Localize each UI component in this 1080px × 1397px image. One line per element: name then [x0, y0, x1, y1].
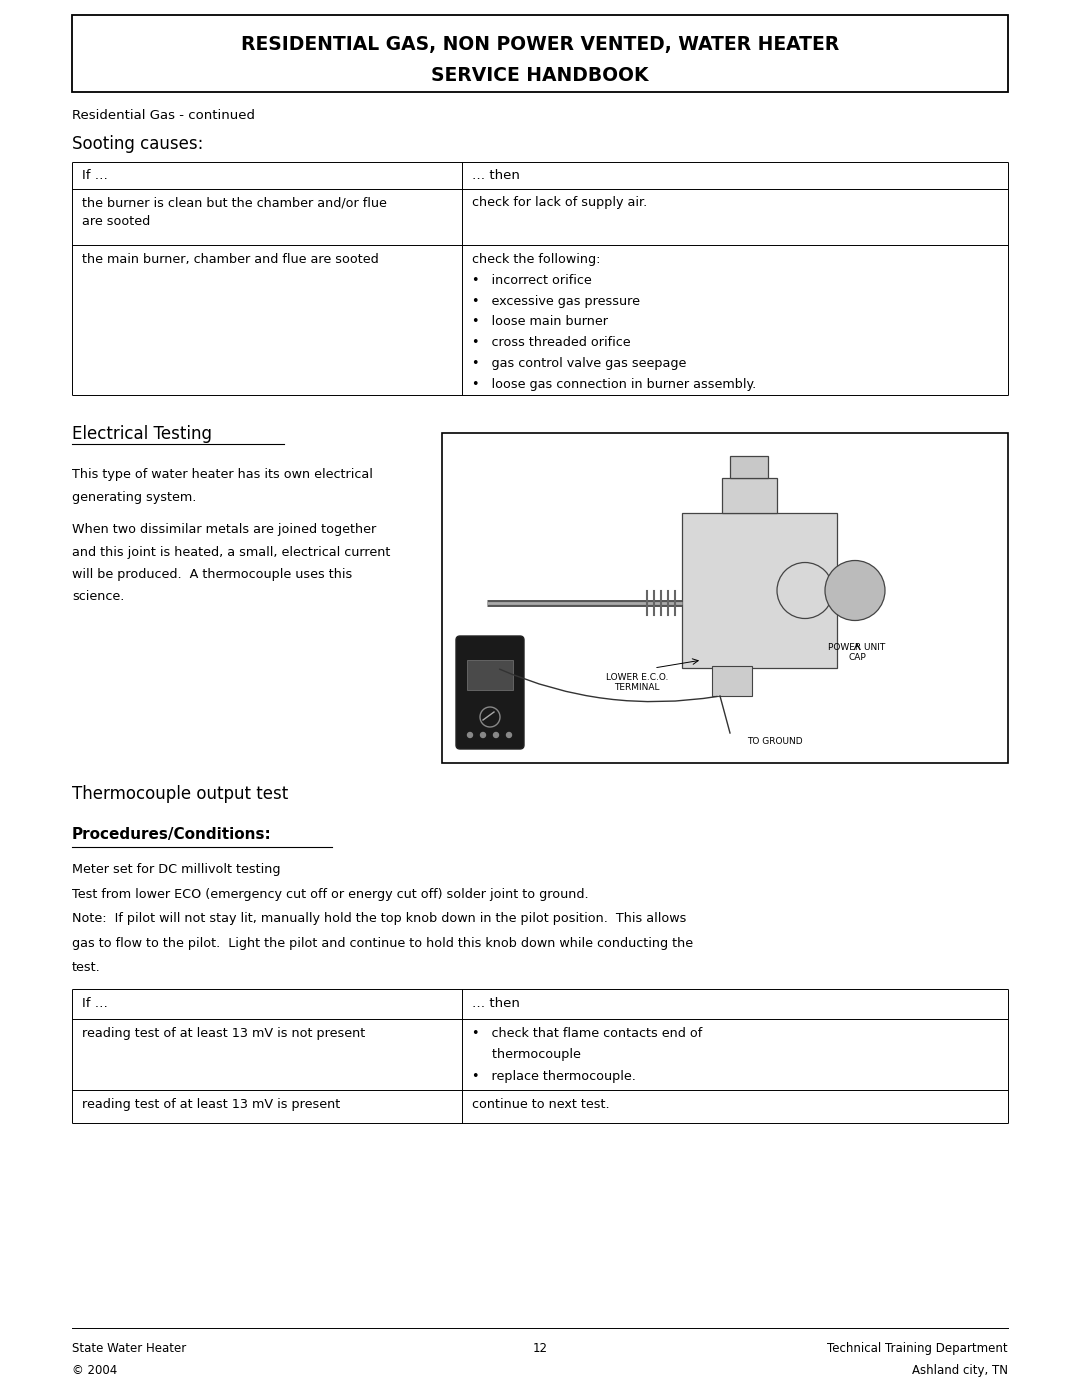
- Text: … then: … then: [472, 169, 519, 182]
- FancyBboxPatch shape: [681, 513, 837, 668]
- Text: •   loose main burner: • loose main burner: [472, 316, 608, 328]
- Text: continue to next test.: continue to next test.: [472, 1098, 609, 1111]
- Text: •   replace thermocouple.: • replace thermocouple.: [472, 1070, 636, 1083]
- Text: If …: If …: [82, 997, 108, 1010]
- Text: Meter set for DC millivolt testing: Meter set for DC millivolt testing: [72, 863, 281, 876]
- Text: •   check that flame contacts end of: • check that flame contacts end of: [472, 1027, 702, 1039]
- Text: the main burner, chamber and flue are sooted: the main burner, chamber and flue are so…: [82, 253, 379, 265]
- Text: Procedures/Conditions:: Procedures/Conditions:: [72, 827, 272, 842]
- Text: Ashland city, TN: Ashland city, TN: [912, 1363, 1008, 1377]
- Text: If …: If …: [82, 169, 108, 182]
- Text: © 2004: © 2004: [72, 1363, 118, 1377]
- Text: … then: … then: [472, 997, 519, 1010]
- Circle shape: [494, 732, 499, 738]
- Text: Note:  If pilot will not stay lit, manually hold the top knob down in the pilot : Note: If pilot will not stay lit, manual…: [72, 912, 687, 925]
- FancyBboxPatch shape: [72, 15, 1008, 92]
- Text: POWER UNIT
CAP: POWER UNIT CAP: [828, 643, 886, 662]
- Text: •   gas control valve gas seepage: • gas control valve gas seepage: [472, 358, 687, 370]
- Text: •   excessive gas pressure: • excessive gas pressure: [472, 295, 640, 307]
- Text: reading test of at least 13 mV is not present: reading test of at least 13 mV is not pr…: [82, 1027, 365, 1039]
- Text: check the following:: check the following:: [472, 253, 600, 265]
- Text: •   loose gas connection in burner assembly.: • loose gas connection in burner assembl…: [472, 377, 756, 391]
- Circle shape: [825, 560, 885, 620]
- Text: and this joint is heated, a small, electrical current: and this joint is heated, a small, elect…: [72, 545, 390, 559]
- Text: Residential Gas - continued: Residential Gas - continued: [72, 109, 255, 122]
- Circle shape: [481, 732, 486, 738]
- Text: will be produced.  A thermocouple uses this: will be produced. A thermocouple uses th…: [72, 569, 352, 581]
- Text: LOWER E.C.O.
TERMINAL: LOWER E.C.O. TERMINAL: [606, 673, 669, 693]
- Text: •   incorrect orifice: • incorrect orifice: [472, 274, 592, 286]
- Text: check for lack of supply air.: check for lack of supply air.: [472, 196, 647, 210]
- Text: When two dissimilar metals are joined together: When two dissimilar metals are joined to…: [72, 522, 376, 536]
- Text: Sooting causes:: Sooting causes:: [72, 136, 203, 154]
- Text: •   cross threaded orifice: • cross threaded orifice: [472, 337, 631, 349]
- Text: generating system.: generating system.: [72, 490, 197, 503]
- Text: reading test of at least 13 mV is present: reading test of at least 13 mV is presen…: [82, 1098, 340, 1111]
- Text: gas to flow to the pilot.  Light the pilot and continue to hold this knob down w: gas to flow to the pilot. Light the pilo…: [72, 936, 693, 950]
- Circle shape: [507, 732, 512, 738]
- FancyBboxPatch shape: [712, 666, 752, 696]
- Text: science.: science.: [72, 591, 124, 604]
- Text: thermocouple: thermocouple: [472, 1048, 581, 1060]
- Circle shape: [468, 732, 472, 738]
- Text: State Water Heater: State Water Heater: [72, 1343, 186, 1355]
- Text: This type of water heater has its own electrical: This type of water heater has its own el…: [72, 468, 373, 481]
- Text: the burner is clean but the chamber and/or flue: the burner is clean but the chamber and/…: [82, 196, 387, 210]
- Text: test.: test.: [72, 961, 100, 974]
- Text: SERVICE HANDBOOK: SERVICE HANDBOOK: [431, 66, 649, 84]
- FancyBboxPatch shape: [456, 636, 524, 749]
- FancyBboxPatch shape: [723, 478, 777, 513]
- Text: are sooted: are sooted: [82, 215, 150, 228]
- FancyBboxPatch shape: [442, 433, 1008, 763]
- Text: Technical Training Department: Technical Training Department: [827, 1343, 1008, 1355]
- Text: Electrical Testing: Electrical Testing: [72, 425, 212, 443]
- FancyBboxPatch shape: [467, 659, 513, 690]
- Text: Thermocouple output test: Thermocouple output test: [72, 785, 288, 803]
- Text: RESIDENTIAL GAS, NON POWER VENTED, WATER HEATER: RESIDENTIAL GAS, NON POWER VENTED, WATER…: [241, 35, 839, 53]
- Text: 12: 12: [532, 1343, 548, 1355]
- Text: Test from lower ECO (emergency cut off or energy cut off) solder joint to ground: Test from lower ECO (emergency cut off o…: [72, 887, 589, 901]
- Text: TO GROUND: TO GROUND: [747, 738, 802, 746]
- FancyBboxPatch shape: [730, 455, 768, 478]
